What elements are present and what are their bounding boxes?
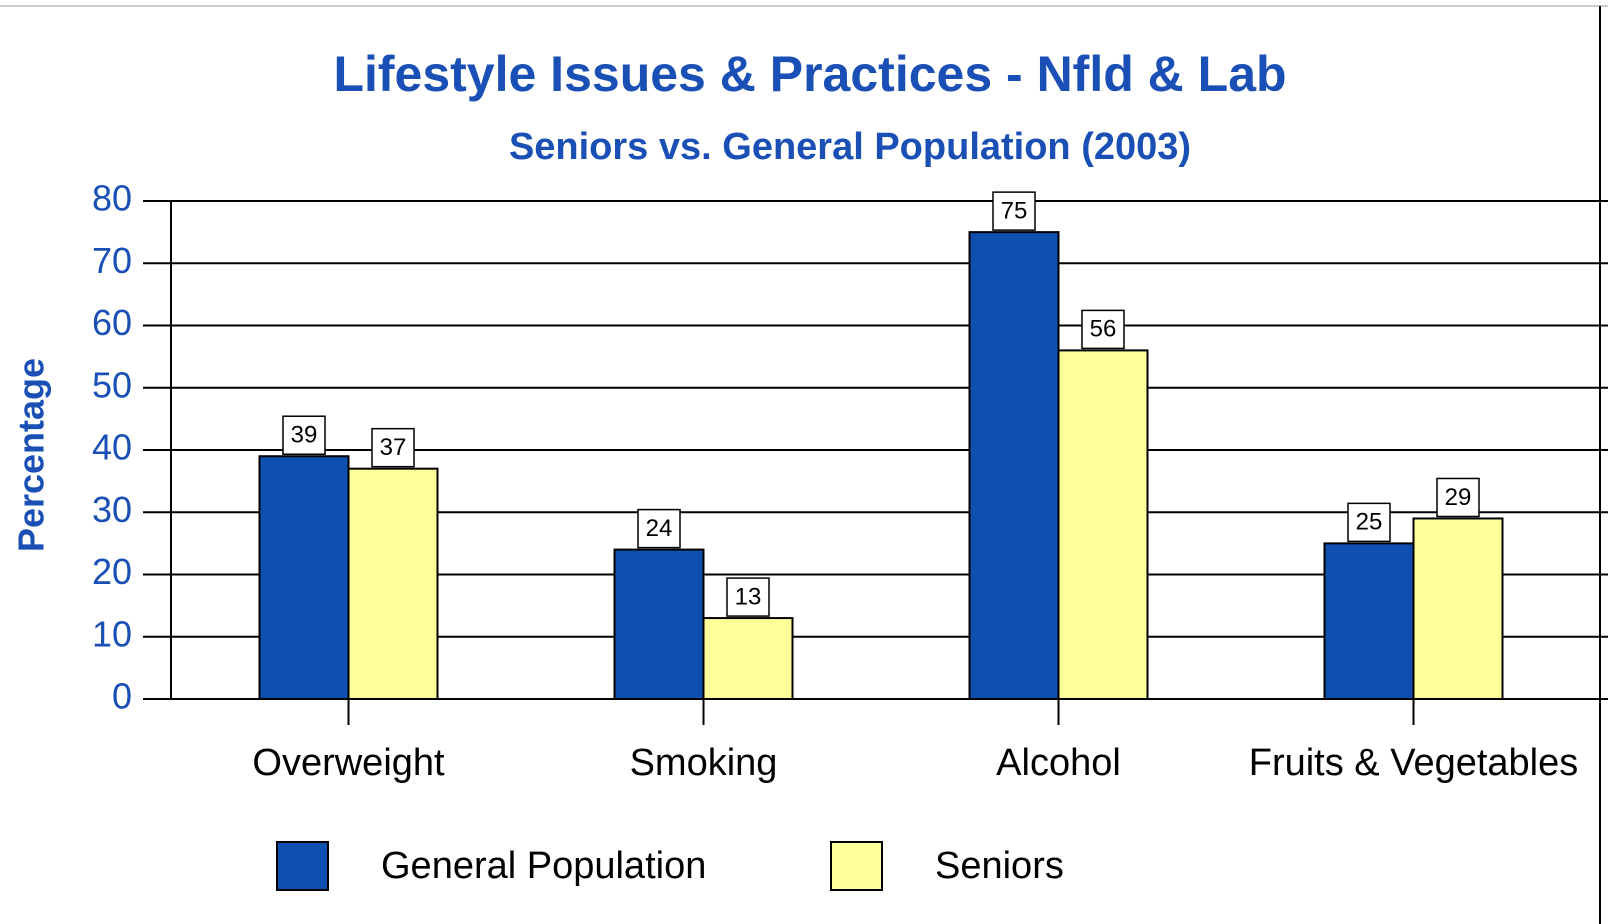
- value-label-box: [726, 577, 770, 617]
- x-tick-label: Smoking: [630, 742, 778, 784]
- value-label: 56: [1090, 316, 1117, 343]
- bar: [258, 455, 350, 700]
- x-tick-label: Fruits & Vegetables: [1249, 742, 1579, 784]
- value-label: 75: [1001, 197, 1028, 224]
- bar: [613, 548, 705, 700]
- x-tick-label: Overweight: [252, 742, 445, 784]
- y-tick-label: 30: [92, 489, 132, 530]
- y-tick-label: 50: [92, 364, 132, 405]
- y-tick-label: 0: [112, 676, 132, 717]
- y-tick-label: 40: [92, 427, 132, 468]
- value-label: 25: [1356, 509, 1383, 536]
- value-label: 13: [735, 583, 762, 610]
- value-label-box: [1347, 502, 1391, 543]
- value-label-box: [637, 508, 681, 549]
- bar: [1323, 542, 1415, 700]
- legend-label: Seniors: [935, 845, 1064, 887]
- value-label-box: [992, 191, 1036, 231]
- value-label-box: [282, 415, 326, 455]
- legend-label: General Population: [381, 845, 706, 887]
- y-tick-label: 20: [92, 551, 132, 592]
- value-label: 37: [380, 434, 407, 461]
- legend-swatch: [830, 841, 883, 891]
- y-tick-label: 70: [92, 240, 132, 281]
- bar: [1412, 517, 1504, 700]
- bar: [347, 467, 439, 700]
- x-tick-label: Alcohol: [996, 742, 1121, 784]
- y-axis-label: Percentage: [11, 358, 52, 552]
- legend-swatch: [276, 841, 329, 891]
- y-tick-label: 60: [92, 302, 132, 343]
- value-label-box: [1081, 309, 1125, 350]
- chart-title: Lifestyle Issues & Practices - Nfld & La…: [333, 46, 1286, 102]
- value-label-box: [1436, 477, 1480, 518]
- value-label-box: [371, 427, 415, 468]
- bar: [968, 231, 1060, 700]
- value-label: 29: [1445, 484, 1472, 511]
- value-label: 24: [646, 515, 673, 542]
- bar: [702, 617, 794, 701]
- chart-subtitle: Seniors vs. General Population (2003): [509, 126, 1191, 168]
- value-label: 39: [291, 422, 318, 449]
- y-tick-label: 10: [92, 613, 132, 654]
- y-tick-label: 80: [92, 178, 132, 219]
- bar: [1057, 349, 1149, 700]
